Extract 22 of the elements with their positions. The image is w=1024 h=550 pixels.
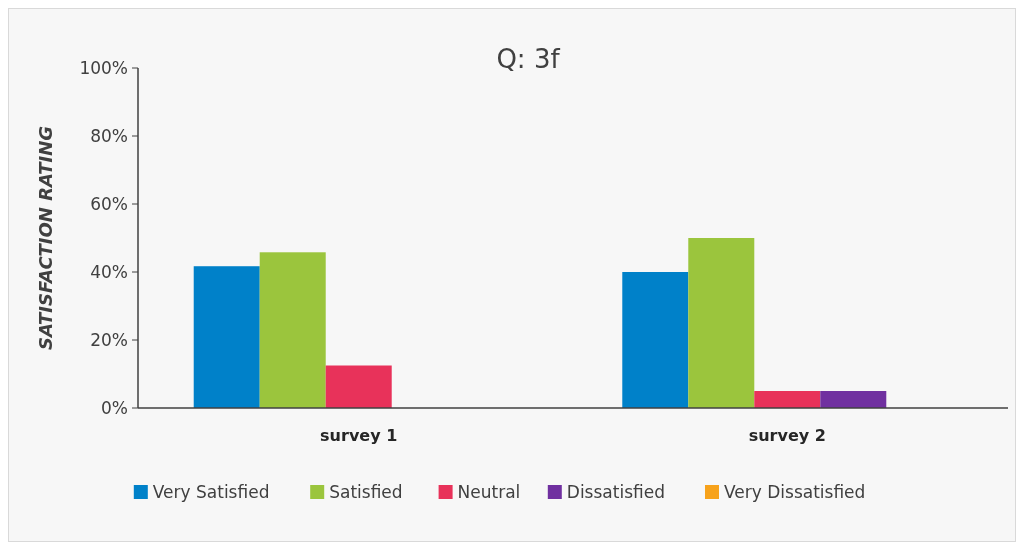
y-tick-label: 0%	[101, 397, 128, 418]
chart-title: Q: 3f	[496, 44, 561, 74]
bar	[688, 238, 755, 408]
legend-label: Neutral	[457, 481, 521, 502]
legend-label: Very Dissatisfied	[724, 481, 866, 502]
bar	[754, 391, 821, 408]
x-tick-label: survey 2	[748, 426, 826, 445]
y-tick-label: 20%	[90, 329, 128, 350]
y-tick-label: 80%	[90, 125, 128, 146]
bar	[259, 252, 326, 408]
legend-label: Dissatisfied	[566, 481, 665, 502]
y-axis-title: SATISFACTION RATING	[35, 125, 56, 351]
bar	[193, 266, 260, 408]
bar	[325, 365, 392, 408]
bar	[622, 272, 689, 408]
y-tick-label: 40%	[90, 261, 128, 282]
y-tick-label: 100%	[79, 57, 128, 78]
bar	[820, 391, 887, 408]
legend-label: Satisfied	[329, 481, 403, 502]
y-tick-label: 60%	[90, 193, 128, 214]
legend-label: Very Satisfied	[152, 481, 270, 502]
x-tick-label: survey 1	[320, 426, 398, 445]
